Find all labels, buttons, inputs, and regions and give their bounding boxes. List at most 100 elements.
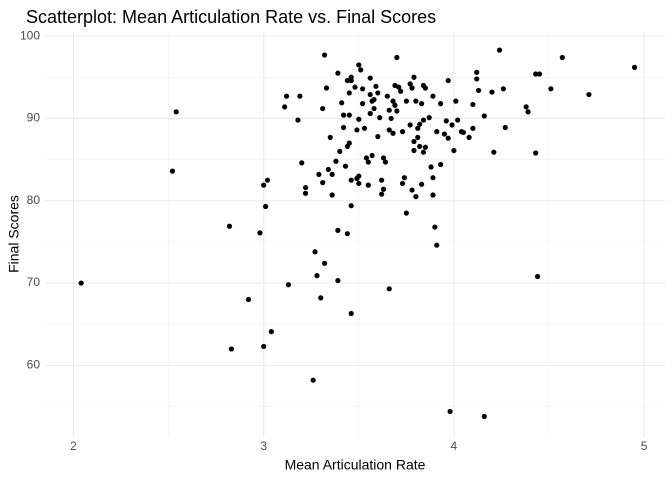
point: [451, 147, 457, 154]
point: [502, 124, 508, 131]
point: [346, 112, 352, 118]
point: [445, 135, 451, 141]
point: [321, 52, 328, 58]
point: [285, 282, 292, 288]
point: [384, 93, 390, 99]
x-tick-label: 4: [451, 439, 458, 453]
point: [447, 408, 453, 415]
point: [299, 160, 305, 166]
point: [356, 116, 362, 122]
point: [329, 192, 335, 198]
point: [356, 180, 362, 187]
point: [455, 117, 461, 123]
y-tick-label: 70: [27, 275, 41, 289]
point: [386, 127, 392, 133]
y-tick-label: 100: [20, 28, 40, 42]
point: [489, 89, 495, 95]
point: [430, 192, 436, 198]
point: [403, 98, 409, 104]
point: [302, 190, 309, 196]
point: [261, 182, 267, 188]
point: [360, 86, 366, 92]
point: [401, 175, 408, 181]
point: [430, 175, 436, 181]
point: [403, 210, 409, 216]
point: [321, 260, 328, 266]
point: [426, 115, 432, 121]
point: [394, 54, 400, 61]
point: [320, 105, 326, 112]
point: [559, 54, 565, 61]
point: [371, 105, 377, 112]
point: [297, 93, 303, 99]
point: [335, 277, 341, 284]
point: [411, 138, 417, 145]
point: [344, 77, 350, 84]
point: [371, 96, 377, 103]
point: [367, 91, 373, 98]
x-tick-label: 5: [641, 439, 648, 453]
point: [352, 84, 358, 90]
point: [382, 159, 389, 165]
point: [369, 152, 375, 159]
point: [407, 81, 413, 87]
point: [226, 223, 233, 229]
x-axis-title: Mean Articulation Rate: [285, 457, 426, 473]
point: [302, 184, 309, 191]
point: [169, 168, 176, 174]
point: [386, 107, 392, 113]
point: [264, 177, 271, 183]
point: [257, 230, 263, 236]
point: [398, 88, 404, 94]
point: [453, 98, 459, 104]
x-tick-label: 3: [260, 439, 267, 453]
point: [377, 115, 383, 121]
point: [335, 70, 341, 76]
point: [356, 173, 362, 179]
point: [261, 343, 267, 350]
point: [474, 76, 480, 82]
y-tick-label: 80: [27, 193, 41, 207]
point: [443, 118, 449, 124]
point: [441, 131, 447, 137]
point: [396, 84, 402, 90]
point: [346, 90, 352, 96]
point: [496, 47, 503, 53]
point: [380, 186, 387, 192]
point: [409, 85, 415, 91]
point: [337, 148, 343, 154]
point: [310, 377, 316, 383]
point: [418, 101, 425, 107]
point: [388, 115, 394, 122]
point: [631, 64, 638, 70]
point: [500, 86, 506, 92]
point: [390, 98, 396, 104]
point: [78, 280, 84, 286]
point: [329, 171, 335, 178]
point: [380, 155, 387, 161]
point: [335, 227, 341, 233]
point: [534, 273, 541, 280]
point: [283, 93, 290, 99]
point: [360, 101, 366, 107]
point: [422, 144, 428, 150]
point: [407, 122, 413, 128]
point: [411, 74, 417, 80]
point: [282, 104, 288, 110]
y-tick-label: 90: [27, 111, 41, 125]
point: [533, 71, 539, 77]
point: [312, 249, 318, 255]
point: [373, 83, 379, 89]
point: [295, 117, 301, 123]
point: [268, 329, 274, 335]
y-tick-label: 60: [27, 358, 41, 372]
point: [415, 125, 421, 131]
point: [470, 125, 476, 131]
point: [356, 62, 362, 68]
point: [399, 129, 406, 135]
point: [460, 129, 467, 136]
point: [474, 69, 480, 75]
x-tick-label: 2: [70, 439, 77, 453]
point: [481, 413, 487, 420]
